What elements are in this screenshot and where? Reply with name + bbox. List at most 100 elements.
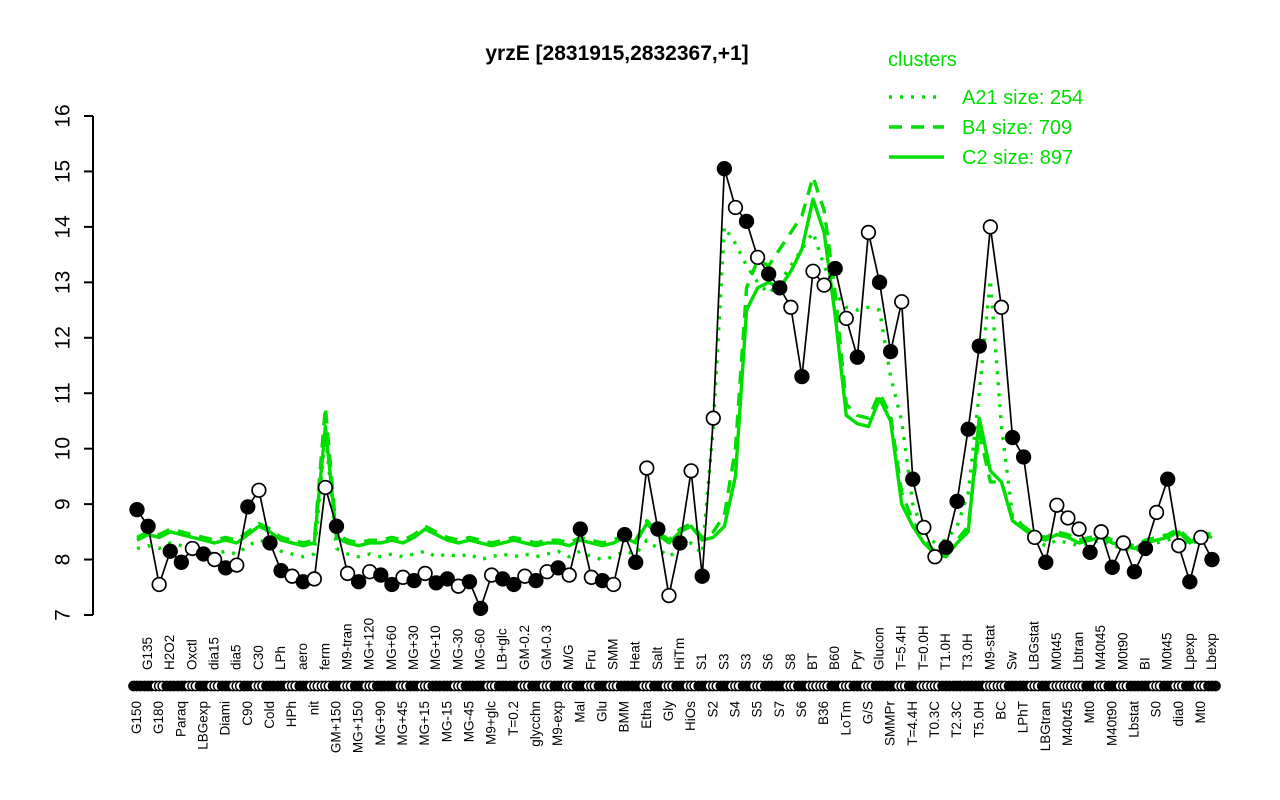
- x-label-top: GM-0.3: [539, 625, 554, 670]
- x-label-top: dia15: [207, 637, 222, 670]
- x-label-bottom: BMM: [617, 701, 632, 733]
- chart-title: yrzE [2831915,2832367,+1]: [485, 42, 748, 65]
- x-label-bottom: Lbstat: [1126, 701, 1141, 738]
- data-point-filled: [373, 567, 389, 583]
- data-point-open: [605, 576, 622, 593]
- x-label-top: BT: [805, 653, 820, 670]
- x-label-top: S6: [761, 653, 776, 670]
- data-point-open: [860, 224, 877, 241]
- legend-title: clusters: [888, 49, 957, 71]
- data-point-filled: [1126, 564, 1143, 580]
- x-label-bottom: M9-exp: [550, 701, 565, 746]
- x-label-bottom: S0: [1149, 701, 1164, 718]
- data-point-filled: [461, 574, 478, 590]
- x-label-top: T=0.0H: [916, 625, 931, 670]
- x-label-top: LB+glc: [495, 628, 510, 670]
- data-point-open: [1071, 521, 1087, 537]
- data-point-open: [251, 482, 267, 498]
- x-label-top: B60: [827, 646, 842, 670]
- x-label-top: C30: [251, 645, 266, 670]
- x-label-top: M/G: [561, 645, 576, 671]
- data-point-open: [661, 587, 677, 604]
- data-point-open: [783, 299, 799, 315]
- data-point-open: [816, 277, 832, 293]
- data-point-filled: [616, 526, 633, 543]
- x-label-top: MG+120: [362, 618, 377, 670]
- x-label-top: Fru: [583, 650, 598, 670]
- x-label-top: MG-60: [473, 629, 488, 670]
- x-label-bottom: Paraq: [173, 701, 188, 737]
- data-point-filled: [140, 518, 156, 534]
- x-label-bottom: SMMPr: [883, 701, 898, 747]
- legend-item-a21: A21 size: 254: [889, 87, 1083, 109]
- data-point-filled: [528, 572, 544, 589]
- data-point-filled: [1004, 429, 1021, 446]
- x-label-bottom: T0.3C: [927, 701, 942, 738]
- data-point-open: [982, 219, 999, 235]
- x-label-bottom: glycchn: [528, 701, 543, 747]
- y-tick-label: 16: [52, 104, 75, 127]
- data-point-filled: [439, 571, 455, 587]
- data-point-open: [1049, 497, 1065, 513]
- data-point-filled: [328, 518, 345, 534]
- x-label-top: ferm: [317, 643, 332, 670]
- x-label-bottom: M40t45: [1060, 701, 1075, 746]
- strip-dot: [1210, 680, 1221, 692]
- x-label-bottom: HiOs: [683, 701, 698, 731]
- data-point-open: [206, 551, 223, 568]
- y-tick-label: 15: [52, 160, 75, 183]
- data-point-filled: [882, 343, 899, 360]
- data-point-filled: [628, 554, 644, 570]
- x-label-bottom: MG-15: [439, 701, 454, 742]
- data-point-filled: [761, 266, 777, 282]
- cluster-line-dashed: [136, 175, 1213, 556]
- y-tick-label: 8: [52, 554, 75, 566]
- legend-label-c2: C2 size: 897: [962, 147, 1073, 169]
- x-label-top: LBGstat: [1027, 621, 1042, 670]
- legend-item-b4: B4 size: 709: [889, 117, 1072, 139]
- data-point-filled: [716, 161, 733, 177]
- data-point-filled: [384, 576, 400, 593]
- data-point-filled: [849, 349, 866, 365]
- x-label-top: M40t45: [1093, 625, 1108, 670]
- x-label-bottom: MG+90: [373, 701, 388, 746]
- x-label-bottom: Mal: [572, 701, 587, 723]
- x-label-top: Oxctl: [184, 639, 199, 670]
- legend-item-c2: C2 size: 897: [889, 147, 1073, 169]
- data-point-filled: [694, 568, 710, 584]
- x-label-top: S1: [694, 653, 709, 670]
- x-label-bottom: T2.3C: [949, 701, 964, 738]
- x-label-bottom: Mt0: [1082, 701, 1097, 724]
- data-point-filled: [1182, 574, 1198, 590]
- y-tick-label: 13: [52, 271, 75, 294]
- x-label-bottom: Diami: [218, 701, 233, 736]
- x-label-bottom: M9+glc: [484, 701, 499, 745]
- data-point-filled: [738, 213, 755, 229]
- data-point-filled: [905, 471, 921, 487]
- x-label-top: MG+60: [384, 625, 399, 670]
- x-label-top: S3: [739, 653, 754, 670]
- x-label-top: M9-stat: [982, 625, 997, 670]
- data-point-open: [317, 479, 334, 496]
- data-point-open: [151, 576, 167, 593]
- data-point-filled: [1137, 540, 1154, 557]
- x-label-bottom: T5.0H: [971, 701, 986, 738]
- data-point-filled: [672, 535, 688, 551]
- data-point-filled: [938, 539, 954, 556]
- x-label-top: Salt: [650, 646, 665, 670]
- x-label-bottom: T=4.4H: [905, 701, 920, 746]
- data-point-filled: [1160, 471, 1176, 487]
- x-label-top: HiTm: [672, 638, 687, 670]
- data-point-open: [561, 567, 577, 583]
- legend-label-a21: A21 size: 254: [962, 87, 1083, 109]
- x-label-top: aero: [295, 643, 310, 670]
- data-point-filled: [572, 521, 588, 537]
- data-point-filled: [1082, 544, 1098, 560]
- data-point-filled: [1038, 554, 1054, 570]
- x-label-bottom: Glu: [594, 701, 609, 722]
- x-label-bottom: Cold: [262, 701, 277, 729]
- data-point-filled: [406, 572, 422, 589]
- profile-line: [136, 167, 1213, 610]
- x-label-bottom: MG+45: [395, 701, 410, 746]
- data-point-filled: [949, 493, 965, 509]
